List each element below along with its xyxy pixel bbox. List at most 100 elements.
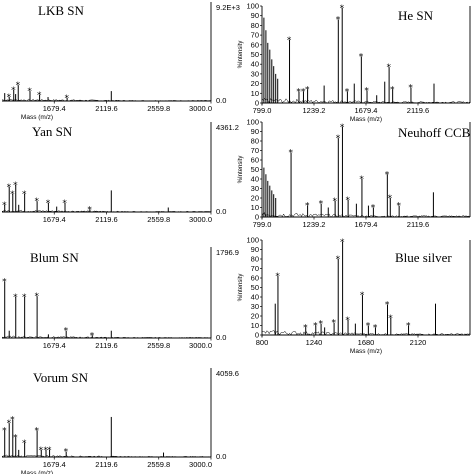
peak-star-marker: * xyxy=(305,85,310,95)
peak-star-marker: * xyxy=(387,63,392,73)
peak-star-marker: * xyxy=(35,197,40,207)
y-tick-label: 60 xyxy=(251,156,259,165)
peak-star-marker: * xyxy=(406,322,411,332)
peak-star-marker: * xyxy=(22,439,27,449)
peak-star-marker: * xyxy=(22,293,27,303)
min-intensity-label: 0.0 xyxy=(216,333,226,342)
panel-title: Blum SN xyxy=(30,250,79,265)
peak-star-marker: * xyxy=(345,87,350,97)
peak-star-marker: * xyxy=(385,301,390,311)
y-tick-label: 20 xyxy=(251,312,259,321)
peak-star-marker: * xyxy=(16,81,21,91)
peak-star-marker: * xyxy=(301,87,306,97)
x-axis-label: Mass (m/z) xyxy=(350,348,382,355)
x-tick-label: 800 xyxy=(256,338,269,347)
spectrum-panel: Neuhoff CCB** * *********01020304050607080… xyxy=(238,118,471,230)
x-axis-label: Mass (m/z) xyxy=(350,116,382,123)
x-tick-label: 1679.4 xyxy=(43,104,66,113)
y-tick-label: 10 xyxy=(251,89,259,98)
max-intensity-label: 4059.6 xyxy=(216,369,239,378)
peak-star-marker: * xyxy=(13,293,18,303)
panel-title: Blue silver xyxy=(395,250,452,265)
x-tick-label: 2119.6 xyxy=(95,341,117,350)
peak-star-marker: * xyxy=(305,202,310,212)
x-tick-label: 3000.0 xyxy=(189,104,212,113)
x-tick-label: 1679.4 xyxy=(43,341,66,350)
baseline-trace xyxy=(261,97,470,104)
peak-star-marker: * xyxy=(2,426,7,436)
peak-star-marker: * xyxy=(65,94,70,104)
y-tick-label: 100 xyxy=(246,118,259,127)
x-tick-label: 2559.8 xyxy=(147,460,170,469)
peak-star-marker: * xyxy=(388,314,393,324)
x-tick-label: 2119.6 xyxy=(95,215,117,224)
peak-star-marker: * xyxy=(340,238,345,248)
peak-star-marker: * xyxy=(373,323,378,333)
peak-star-marker: * xyxy=(43,446,48,456)
x-tick-label: 2120 xyxy=(410,338,427,347)
x-tick-label: 3000.0 xyxy=(189,460,212,469)
peak-star-marker: * xyxy=(13,181,18,191)
peak-star-marker: * xyxy=(10,416,15,426)
y-tick-label: 80 xyxy=(251,255,259,264)
peak-star-marker: * xyxy=(22,190,27,200)
x-tick-label: 1240 xyxy=(306,338,323,347)
y-tick-label: 100 xyxy=(246,236,259,245)
peak-star-marker: * xyxy=(340,123,345,133)
peak-star-marker: * xyxy=(318,320,323,330)
y-tick-label: 60 xyxy=(251,40,259,49)
panel-title: Neuhoff CCB xyxy=(398,125,471,140)
panel-title: Vorum SN xyxy=(33,370,89,385)
peak-star-marker: * xyxy=(359,52,364,62)
peak-star-marker: * xyxy=(37,91,42,101)
x-tick-label: 1680 xyxy=(358,338,375,347)
y-tick-label: 30 xyxy=(251,302,259,311)
peak-star-marker: * xyxy=(7,93,12,103)
y-tick-label: 10 xyxy=(251,203,259,212)
peak-star-marker: * xyxy=(385,170,390,180)
x-tick-label: 2559.8 xyxy=(147,341,170,350)
y-tick-label: 90 xyxy=(251,127,259,136)
y-tick-label: 50 xyxy=(251,50,259,59)
x-tick-label: 1239.2 xyxy=(303,220,326,229)
baseline-trace xyxy=(261,211,470,218)
peak-star-marker: * xyxy=(319,200,324,210)
peak-star-marker: * xyxy=(35,426,40,436)
y-tick-label: 80 xyxy=(251,21,259,30)
panel-title: He SN xyxy=(398,8,434,23)
peak-star-marker: * xyxy=(27,87,32,97)
y-tick-label: 0 xyxy=(255,213,259,222)
y-tick-label: 70 xyxy=(251,31,259,40)
y-tick-label: 30 xyxy=(251,69,259,78)
y-tick-label: 50 xyxy=(251,283,259,292)
peak-star-marker: * xyxy=(2,278,7,288)
min-intensity-label: 0.0 xyxy=(216,452,226,461)
y-axis-label: %Intensity xyxy=(238,156,244,184)
x-tick-label: 2119.6 xyxy=(407,106,429,115)
peak-star-marker: * xyxy=(39,446,44,456)
peak-star-marker: * xyxy=(287,36,292,46)
peak-star-marker: * xyxy=(397,202,402,212)
peak-star-marker: * xyxy=(340,4,345,14)
peak-star-marker: * xyxy=(10,190,15,200)
panel-title: LKB SN xyxy=(38,3,84,18)
x-tick-label: 3000.0 xyxy=(189,215,212,224)
peak-star-marker: * xyxy=(46,199,51,209)
y-tick-label: 70 xyxy=(251,146,259,155)
y-tick-label: 10 xyxy=(251,321,259,330)
peak-star-marker: * xyxy=(371,204,376,214)
max-intensity-label: 4361.2 xyxy=(216,123,239,132)
peak-star-marker: * xyxy=(345,316,350,326)
peak-star-marker: * xyxy=(333,197,338,207)
peak-star-marker: * xyxy=(359,175,364,185)
y-tick-label: 80 xyxy=(251,137,259,146)
peak-star-marker: * xyxy=(390,85,395,95)
x-tick-label: 799.0 xyxy=(253,220,272,229)
peak-star-marker: * xyxy=(87,205,92,215)
y-tick-label: 30 xyxy=(251,184,259,193)
peak-star-marker: * xyxy=(296,87,301,97)
y-tick-label: 40 xyxy=(251,175,259,184)
